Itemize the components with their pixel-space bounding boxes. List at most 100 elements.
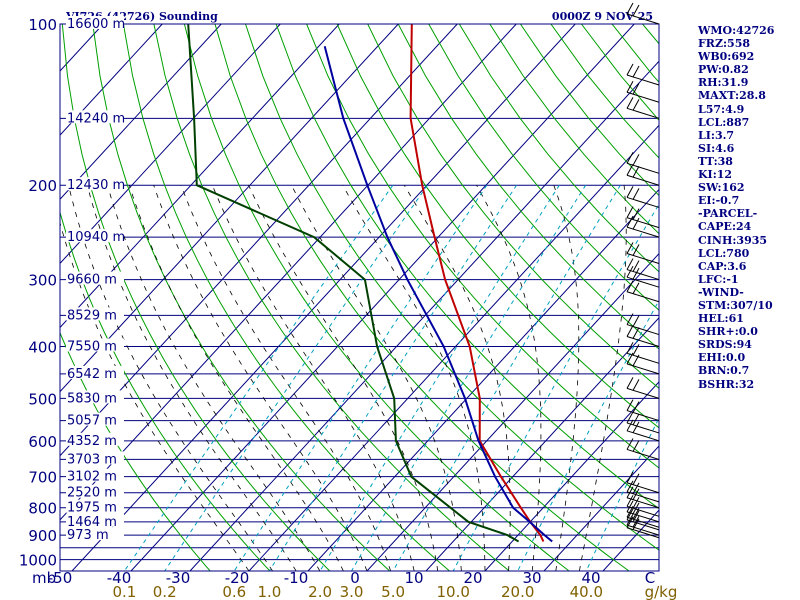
height-label: 1975 m bbox=[67, 501, 117, 516]
temperature-tick-label: -50 bbox=[48, 569, 73, 587]
dry-adiabat bbox=[92, 24, 390, 571]
height-label: 10940 m bbox=[67, 230, 125, 245]
wind-barb bbox=[626, 480, 660, 503]
index-item: STM:307/10 bbox=[698, 298, 773, 312]
wind-barb-staff bbox=[626, 491, 660, 503]
isotherm-line bbox=[60, 24, 281, 265]
wind-barb bbox=[626, 265, 660, 288]
pressure-tick-label: 900 bbox=[28, 527, 57, 545]
height-label-bg bbox=[66, 16, 124, 29]
height-label: 14240 m bbox=[67, 111, 125, 126]
moist-adiabat bbox=[60, 221, 250, 571]
wind-barb-staff bbox=[626, 448, 660, 460]
height-label: 16600 m bbox=[67, 17, 125, 32]
mixing-ratio-line bbox=[233, 184, 488, 571]
wind-barb-staff bbox=[626, 363, 660, 375]
isotherm-line bbox=[71, 24, 576, 571]
moist-adiabat bbox=[211, 185, 415, 571]
wind-barb-feather bbox=[626, 480, 634, 493]
wind-barb-feather bbox=[632, 65, 640, 78]
isotherm-line bbox=[60, 24, 340, 329]
index-item: -WIND- bbox=[698, 285, 744, 299]
temperature-tick-label: 20 bbox=[463, 569, 482, 587]
wind-barb-feather bbox=[626, 399, 634, 411]
index-item: BSHR:32 bbox=[698, 377, 755, 391]
height-label: 3102 m bbox=[67, 470, 117, 485]
index-item: SHR+:0.0 bbox=[698, 325, 758, 339]
wind-barb bbox=[626, 81, 660, 103]
index-item: EHI:0.0 bbox=[698, 351, 746, 365]
mixing-ratio-tick-label: 2.0 bbox=[308, 583, 332, 600]
wind-barb-feather bbox=[626, 258, 634, 270]
wind-barb-feather bbox=[626, 152, 634, 164]
wind-barb bbox=[626, 242, 660, 264]
wind-barb bbox=[626, 2, 660, 25]
height-label-bg bbox=[66, 513, 124, 527]
index-item: CAPE:24 bbox=[698, 220, 752, 234]
index-item: RH:31.9 bbox=[698, 76, 749, 90]
wind-barb-feather bbox=[626, 411, 634, 424]
wind-barb-staff bbox=[626, 387, 660, 399]
height-label-bg bbox=[66, 527, 124, 541]
height-label: 5057 m bbox=[67, 414, 117, 429]
pressure-tick-label: 800 bbox=[28, 500, 57, 518]
wind-barb-feather bbox=[632, 166, 640, 178]
wind-barb-feather bbox=[632, 217, 640, 230]
pressure-tick-label: 500 bbox=[28, 390, 57, 408]
wind-barb bbox=[626, 438, 660, 460]
wind-barb-feather bbox=[626, 186, 634, 198]
pressure-unit-label: mb bbox=[32, 569, 56, 587]
wind-barb-feather bbox=[632, 413, 640, 426]
index-item: WB0:692 bbox=[698, 50, 755, 64]
wind-barb-feather bbox=[626, 325, 634, 337]
dry-adiabat bbox=[122, 24, 450, 571]
wind-barb-feather bbox=[632, 267, 640, 280]
height-label: 6542 m bbox=[67, 367, 117, 382]
index-item: TT:38 bbox=[698, 154, 733, 168]
plot-frame bbox=[59, 23, 660, 572]
height-label: 2520 m bbox=[67, 486, 117, 501]
index-item: WMO:42726 bbox=[698, 24, 775, 37]
wind-barb-feather bbox=[626, 495, 634, 507]
index-item: KI:12 bbox=[698, 168, 733, 182]
wind-barb-feather bbox=[632, 379, 640, 391]
temperature-tick-label: -40 bbox=[107, 569, 132, 587]
mixing-ratio-line bbox=[268, 184, 518, 571]
isotherm-line bbox=[60, 24, 222, 200]
index-item: LI:3.7 bbox=[698, 128, 735, 142]
moist-adiabat bbox=[579, 185, 627, 571]
wind-barb-staff bbox=[626, 217, 660, 229]
isotherm-line bbox=[60, 24, 399, 393]
index-item: SI:4.6 bbox=[698, 141, 735, 155]
wind-barb bbox=[626, 258, 660, 281]
wind-barb-feather bbox=[632, 208, 640, 220]
height-label-bg bbox=[66, 307, 124, 321]
wind-barb-staff bbox=[626, 524, 660, 536]
mixing-ratio-line bbox=[452, 203, 659, 571]
mixing-ratio-tick-label: 20.0 bbox=[501, 583, 534, 600]
wind-barb-feather bbox=[626, 419, 634, 432]
moist-adiabat bbox=[153, 185, 368, 571]
temperature-tick-label: 0 bbox=[350, 569, 360, 587]
wind-barb-staff bbox=[626, 482, 660, 494]
height-label-bg bbox=[66, 468, 124, 482]
pressure-tick-label: 700 bbox=[28, 469, 57, 487]
wind-barb bbox=[626, 97, 660, 119]
isotherm-line bbox=[543, 445, 659, 571]
wind-barb-staff bbox=[626, 174, 660, 186]
dry-adiabat bbox=[214, 24, 630, 571]
index-item: HEL:61 bbox=[698, 312, 744, 326]
wind-barb bbox=[626, 215, 660, 238]
height-label-bg bbox=[66, 177, 124, 191]
index-item: BRN:0.7 bbox=[698, 364, 750, 378]
wind-barb bbox=[626, 377, 660, 399]
height-label-bg bbox=[66, 271, 124, 285]
dry-adiabat bbox=[275, 24, 659, 510]
isotherm-line bbox=[366, 252, 659, 571]
moist-adiabat bbox=[180, 185, 391, 571]
stability-indices: WMO:42726 FRZ:558 WB0:692 PW:0.82 RH:31.9 MAX… bbox=[698, 24, 798, 391]
moist-adiabat bbox=[107, 185, 321, 571]
wind-barb-staff bbox=[626, 516, 660, 528]
